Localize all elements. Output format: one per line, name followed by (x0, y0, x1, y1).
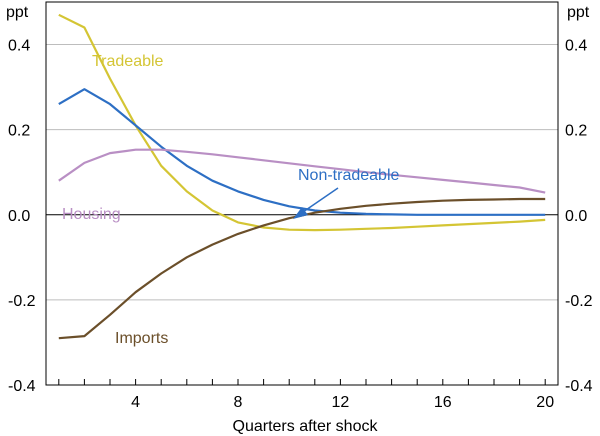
y-tick-label-left: -0.2 (8, 293, 36, 310)
y-tick-label-left: 0.2 (8, 123, 30, 140)
x-tick-label: 12 (332, 394, 350, 411)
y-axis-label-right: ppt (567, 4, 590, 21)
y-tick-label-right: 0.2 (565, 123, 587, 140)
tick-labels: -0.4 -0.4 -0.2 -0.2 0.0 0.0 0.2 0.2 0.4 0.4 4 8 12 16… (8, 38, 593, 411)
y-tick-label-left: -0.4 (8, 378, 36, 395)
series-line-tradeable (58, 13, 546, 232)
y-tick-label-left: 0.0 (8, 208, 30, 225)
series-label-imports: Imports (115, 330, 168, 347)
y-tick-label-right: 0.0 (565, 208, 587, 225)
x-tick-label: 20 (536, 394, 554, 411)
series-label-tradeable: Tradeable (92, 53, 164, 70)
series-label-housing: Housing (62, 206, 121, 223)
annotations: Tradeable Non-tradeable Housing Imports (62, 53, 400, 347)
series-line-housing (58, 148, 546, 194)
annotation-arrow-head (293, 207, 308, 219)
series-line-imports (58, 197, 546, 340)
x-tick-label: 16 (434, 394, 452, 411)
series-label-non-tradeable: Non-tradeable (298, 167, 400, 184)
x-axis-label: Quarters after shock (233, 418, 379, 435)
y-tick-label-right: -0.2 (565, 293, 593, 310)
plot-frame (45, 1, 559, 386)
x-tick-label: 8 (234, 394, 243, 411)
x-tick-label: 4 (131, 394, 140, 411)
y-tick-label-right: -0.4 (565, 378, 593, 395)
annotation-arrow-shaft (302, 187, 339, 213)
series-line-non-tradeable (58, 88, 546, 216)
y-axis-label-left: ppt (6, 4, 29, 21)
y-tick-label-right: 0.4 (565, 38, 587, 55)
y-tick-label-left: 0.4 (8, 38, 30, 55)
